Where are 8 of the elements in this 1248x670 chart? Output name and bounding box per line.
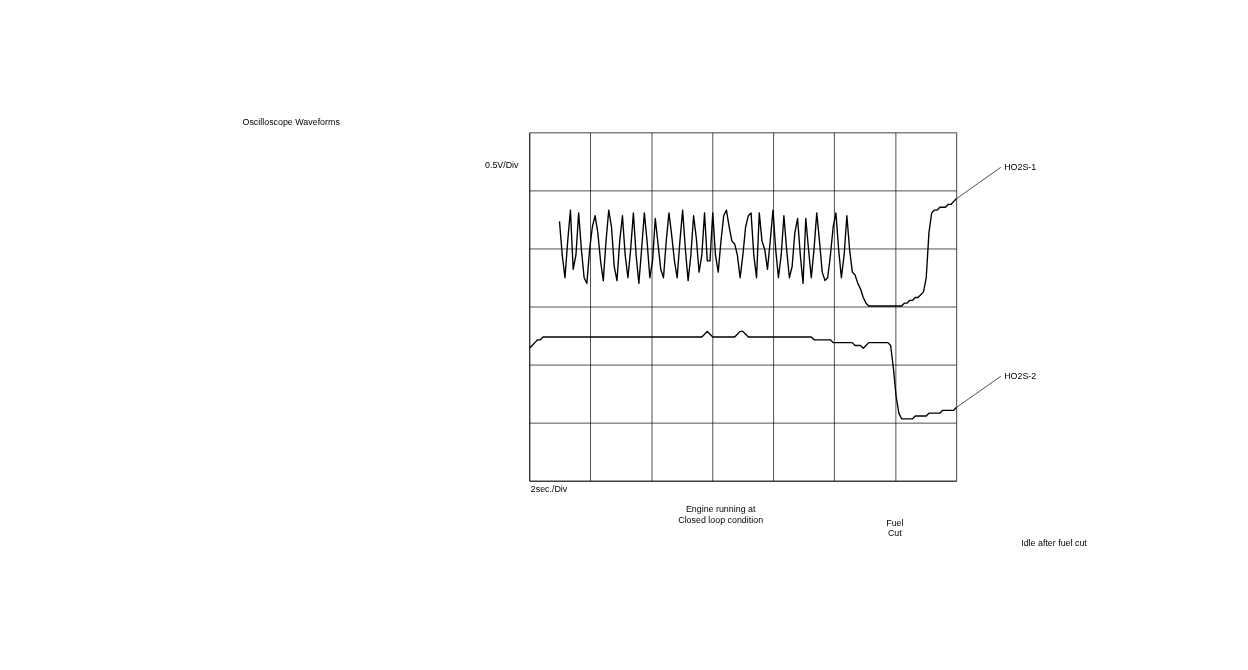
text: HO2S-2 (1004, 371, 1037, 382)
text: 0.5V/Div (484, 160, 520, 171)
text: Idle after fuel cut (1021, 538, 1088, 549)
text: Fuel Cut (886, 517, 904, 539)
text: Oscilloscope Waveforms (242, 116, 341, 127)
text: 2sec./Div (530, 483, 568, 494)
text: HO2S-1 (1004, 162, 1037, 173)
text: Engine running at Closed loop condition (678, 504, 764, 525)
